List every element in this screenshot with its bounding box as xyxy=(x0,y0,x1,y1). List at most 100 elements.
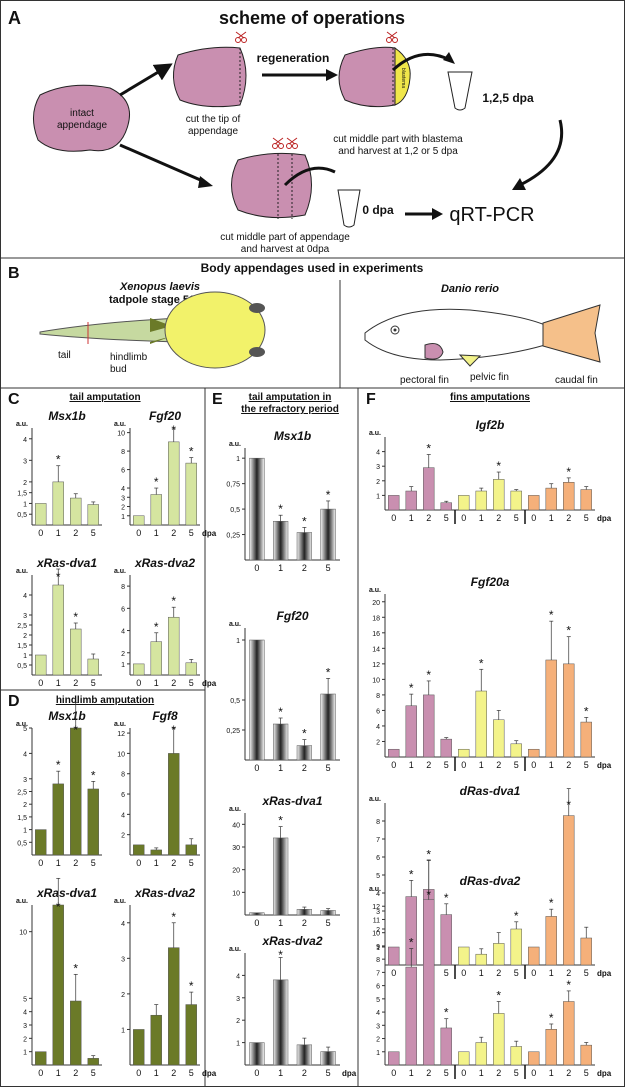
y-tick-label: 5 xyxy=(376,997,380,1004)
value-label: * xyxy=(409,867,414,881)
chart-title: xRas-dva1 xyxy=(36,556,97,570)
x-tick-label: 1 xyxy=(278,918,283,928)
y-axis-label: a.u. xyxy=(16,721,28,728)
y-tick-label: 1,5 xyxy=(17,491,27,498)
bar xyxy=(423,899,435,1066)
value-label: * xyxy=(189,445,194,459)
y-tick-label: 3 xyxy=(376,1023,380,1030)
bar xyxy=(296,745,312,761)
label: cut middle part of appendage xyxy=(220,232,350,243)
x-tick-label: 5 xyxy=(326,918,331,928)
y-tick-label: 2 xyxy=(376,1037,380,1044)
y-tick-label: 3 xyxy=(23,613,27,620)
x-tick-label: 2 xyxy=(566,513,571,523)
y-tick-label: 5 xyxy=(23,726,27,733)
value-label: * xyxy=(171,594,176,608)
value-label: * xyxy=(426,848,431,862)
bar xyxy=(563,815,575,966)
label: hindlimb xyxy=(110,352,148,363)
bar xyxy=(580,1044,592,1066)
y-tick-label: 1 xyxy=(23,653,27,660)
y-tick-label: 6 xyxy=(376,984,380,991)
value-label: * xyxy=(549,1011,554,1025)
chart-title: Msx1b xyxy=(48,409,85,423)
y-tick-label: 2 xyxy=(121,833,125,840)
bar xyxy=(405,490,417,511)
bar xyxy=(580,721,592,758)
bar xyxy=(475,953,487,966)
y-tick-label: 0,5 xyxy=(17,663,27,670)
y-tick-label: 2 xyxy=(376,927,380,934)
y-tick-label: 5 xyxy=(376,873,380,880)
value-label: * xyxy=(444,1006,449,1020)
label: and harvest at 1,2 or 5 dpa xyxy=(338,146,458,157)
y-axis-label: a.u. xyxy=(114,568,126,575)
y-tick-label: 40 xyxy=(232,822,240,829)
chart-title: xRas-dva1 xyxy=(36,886,97,900)
intact-shape xyxy=(33,84,130,152)
bar xyxy=(133,663,145,676)
x-tick-label: 0 xyxy=(136,858,141,868)
bar xyxy=(388,946,400,966)
value-label: * xyxy=(302,727,307,741)
y-tick-label: 6 xyxy=(121,606,125,613)
x-tick-label: 0 xyxy=(254,763,259,773)
y-tick-label: 1 xyxy=(236,638,240,645)
value-label: * xyxy=(56,900,61,914)
bar xyxy=(320,1051,336,1066)
value-label: * xyxy=(73,723,78,737)
x-tick-label: 5 xyxy=(189,1068,194,1078)
x-tick-label: 2 xyxy=(496,968,501,978)
arrow xyxy=(119,143,206,184)
bar xyxy=(458,1051,470,1066)
value-label: * xyxy=(479,656,484,670)
bar xyxy=(168,616,180,676)
x-tick-label: 5 xyxy=(444,968,449,978)
value-label: * xyxy=(154,620,159,634)
y-tick-label: 4 xyxy=(23,751,27,758)
y-tick-label: 1 xyxy=(121,662,125,669)
x-tick-label: 0 xyxy=(461,513,466,523)
bar xyxy=(493,479,505,511)
bar xyxy=(296,909,312,916)
bar xyxy=(510,1046,522,1066)
x-tick-label: 5 xyxy=(584,968,589,978)
y-tick-label: 0,5 xyxy=(230,698,240,705)
y-axis-label: a.u. xyxy=(369,430,381,437)
bar xyxy=(545,1029,557,1066)
y-tick-label: 8 xyxy=(376,819,380,826)
x-tick-label: 1 xyxy=(154,678,159,688)
value-label: * xyxy=(426,668,431,682)
x-tick-label: 5 xyxy=(189,528,194,538)
y-axis-label: a.u. xyxy=(114,898,126,905)
bar xyxy=(580,937,592,966)
value-label: * xyxy=(278,502,283,516)
y-axis-label: a.u. xyxy=(229,946,241,953)
bar xyxy=(185,462,197,526)
bar xyxy=(133,844,145,856)
panel-letter: F xyxy=(366,391,376,408)
x-tick-label: 1 xyxy=(549,513,554,523)
y-tick-label: 3 xyxy=(23,458,27,465)
x-tick-label: 1 xyxy=(409,760,414,770)
value-label: * xyxy=(549,896,554,910)
label: pectoral fin xyxy=(400,375,449,386)
x-tick-label: 2 xyxy=(73,678,78,688)
y-tick-label: 1,5 xyxy=(17,815,27,822)
value-label: * xyxy=(278,705,283,719)
x-tick-label: 0 xyxy=(531,760,536,770)
chart-title: xRas-dva2 xyxy=(134,886,195,900)
panel-letter: A xyxy=(8,8,21,28)
y-tick-label: 2 xyxy=(23,633,27,640)
bar xyxy=(458,946,470,966)
y-tick-label: 0,75 xyxy=(226,482,240,489)
x-tick-label: 1 xyxy=(479,1068,484,1078)
x-tick-label: 1 xyxy=(56,678,61,688)
x-tick-label: 0 xyxy=(391,513,396,523)
label: tail xyxy=(58,350,71,361)
bar xyxy=(545,659,557,758)
y-tick-label: 1 xyxy=(23,828,27,835)
bar xyxy=(87,1058,99,1066)
x-tick-label: 0 xyxy=(254,918,259,928)
